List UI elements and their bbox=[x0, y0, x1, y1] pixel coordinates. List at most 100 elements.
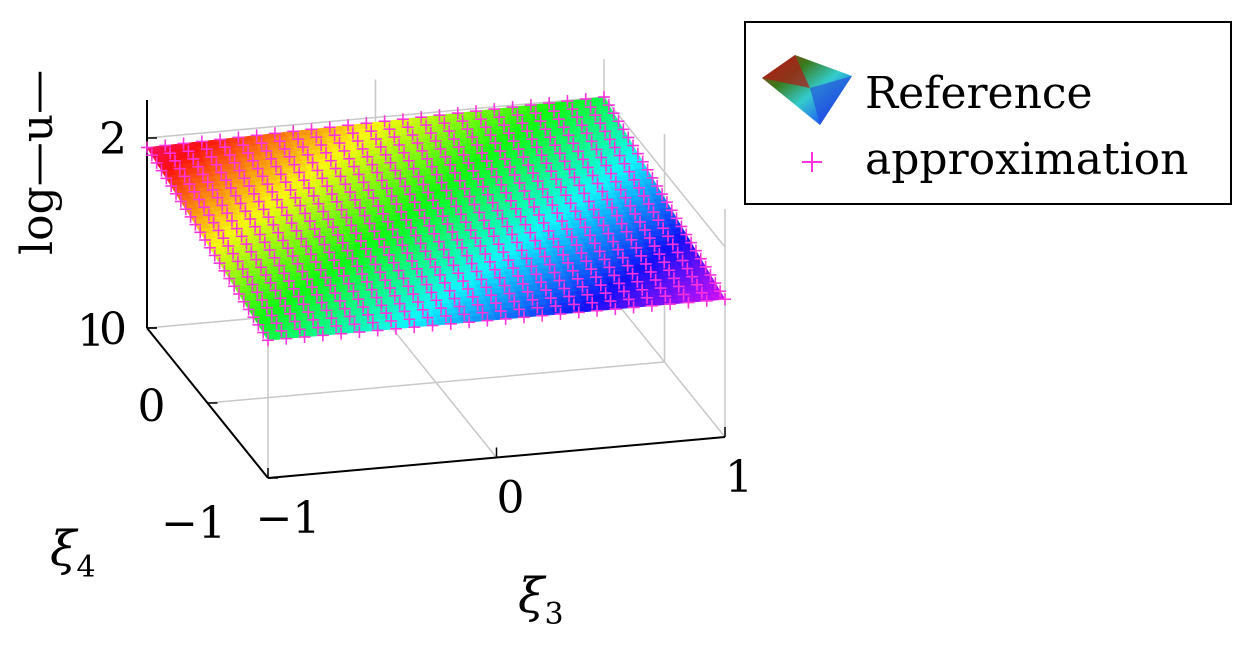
approximation-marker bbox=[682, 296, 695, 309]
approximation-marker bbox=[664, 298, 677, 311]
approximation-marker bbox=[543, 97, 556, 110]
approximation-marker bbox=[340, 211, 353, 224]
approximation-marker bbox=[320, 146, 333, 159]
approximation-marker bbox=[714, 285, 727, 298]
approximation-marker bbox=[456, 241, 469, 254]
approximation-marker bbox=[291, 257, 304, 270]
approximation-marker bbox=[457, 275, 470, 288]
approximation-marker bbox=[252, 195, 265, 208]
approximation-marker bbox=[689, 244, 702, 257]
approximation-marker bbox=[653, 248, 666, 261]
approximation-marker bbox=[426, 319, 439, 332]
approximation-marker bbox=[277, 234, 290, 247]
approximation-marker bbox=[309, 255, 322, 268]
approximation-marker bbox=[210, 158, 223, 171]
approximation-marker bbox=[288, 158, 301, 171]
approximation-marker bbox=[430, 168, 443, 181]
approximation-marker bbox=[535, 149, 548, 162]
approximation-marker bbox=[302, 182, 315, 195]
approximation-marker bbox=[417, 178, 430, 191]
approximation-marker bbox=[419, 245, 432, 258]
approximation-marker bbox=[246, 278, 259, 291]
approximation-marker bbox=[401, 121, 414, 134]
approximation-marker bbox=[686, 270, 699, 283]
approximation-marker bbox=[377, 207, 390, 220]
approximation-marker bbox=[225, 214, 238, 227]
approximation-marker bbox=[271, 193, 284, 206]
approximation-marker bbox=[459, 216, 472, 229]
approximation-marker bbox=[500, 186, 513, 199]
approximation-marker bbox=[313, 230, 326, 243]
approximation-marker bbox=[446, 225, 459, 238]
approximation-marker bbox=[411, 136, 424, 149]
approximation-marker bbox=[541, 191, 554, 204]
approximation-marker bbox=[639, 257, 652, 270]
approximation-marker bbox=[624, 199, 637, 212]
approximation-marker bbox=[498, 119, 510, 132]
approximation-marker bbox=[627, 139, 640, 152]
approximation-marker bbox=[609, 175, 622, 188]
approximation-marker bbox=[681, 262, 694, 275]
approximation-marker bbox=[386, 223, 399, 236]
approximation-marker bbox=[375, 299, 388, 312]
approximation-marker bbox=[467, 164, 480, 177]
approximation-marker bbox=[561, 95, 574, 108]
approximation-marker bbox=[477, 180, 490, 193]
approximation-marker bbox=[328, 254, 341, 267]
approximation-marker bbox=[258, 236, 271, 249]
approximation-marker bbox=[278, 142, 291, 155]
approximation-marker bbox=[385, 314, 398, 327]
approximation-marker bbox=[363, 217, 376, 230]
approximation-marker bbox=[357, 301, 370, 314]
approximation-marker bbox=[292, 290, 305, 303]
approximation-marker bbox=[424, 127, 437, 140]
y-tick-label: 0 bbox=[138, 381, 166, 432]
approximation-marker bbox=[493, 271, 506, 284]
approximation-marker bbox=[240, 238, 253, 251]
approximation-marker bbox=[301, 148, 314, 161]
approximation-marker bbox=[253, 228, 266, 241]
approximation-marker bbox=[460, 249, 473, 262]
approximation-marker bbox=[233, 164, 246, 177]
approximation-marker bbox=[490, 170, 503, 183]
approximation-marker bbox=[573, 179, 586, 192]
approximation-marker bbox=[257, 203, 270, 216]
approximation-marker bbox=[452, 267, 465, 280]
approximation-marker bbox=[618, 157, 631, 170]
approximation-marker bbox=[279, 300, 292, 313]
approximation-marker bbox=[365, 125, 378, 138]
approximation-marker bbox=[168, 154, 181, 167]
approximation-marker bbox=[496, 212, 509, 225]
approximation-marker bbox=[324, 154, 337, 167]
approximation-marker bbox=[544, 131, 557, 144]
approximation-marker bbox=[403, 313, 416, 326]
approximation-marker bbox=[381, 215, 394, 228]
approximation-marker bbox=[434, 142, 447, 155]
approximation-marker bbox=[194, 226, 207, 239]
approximation-marker bbox=[212, 224, 225, 237]
approximation-marker bbox=[353, 201, 366, 214]
approximation-marker bbox=[676, 254, 689, 267]
approximation-marker bbox=[374, 140, 387, 153]
approximation-marker bbox=[462, 283, 474, 296]
approximation-marker bbox=[232, 131, 245, 144]
approximation-marker bbox=[412, 295, 424, 308]
approximation-marker bbox=[468, 198, 481, 211]
approximation-marker bbox=[220, 174, 233, 187]
approximation-marker bbox=[634, 215, 647, 228]
approximation-marker bbox=[315, 296, 328, 309]
approximation-marker bbox=[267, 218, 280, 231]
approximation-marker bbox=[506, 228, 519, 241]
approximation-marker bbox=[562, 256, 574, 269]
approximation-marker bbox=[308, 222, 321, 235]
approximation-marker bbox=[635, 249, 648, 262]
approximation-marker bbox=[663, 264, 676, 277]
approximation-marker bbox=[239, 205, 252, 218]
approximation-marker bbox=[608, 269, 621, 282]
approximation-marker bbox=[251, 286, 264, 299]
approximation-marker bbox=[590, 143, 603, 156]
approximation-marker bbox=[145, 149, 158, 162]
approximation-marker bbox=[360, 117, 373, 130]
approximation-marker bbox=[262, 211, 275, 224]
approximation-marker bbox=[362, 308, 374, 321]
